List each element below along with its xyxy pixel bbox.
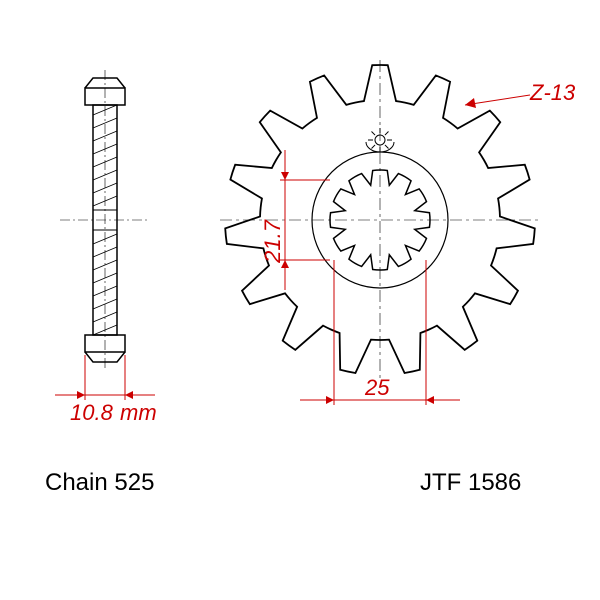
dim-bore-width-value: 25 [364, 375, 390, 400]
dim-bore-height-value: 21.7 [260, 219, 285, 264]
dimension-tooth-count: Z-13 [465, 80, 576, 108]
dimension-bore-width: 25 [300, 260, 460, 405]
diagram-container: 10.8 mm 21.7 25 Z-13 Chain 525 JTF 1586 [0, 0, 600, 600]
dim-tooth-label: Z-13 [529, 80, 576, 105]
dim-shaft-width-value: 10.8 [70, 400, 114, 425]
chain-spec-label: Chain 525 [45, 469, 154, 496]
technical-drawing: 10.8 mm 21.7 25 Z-13 Chain 525 JTF 1586 [0, 0, 600, 600]
side-view [60, 70, 150, 370]
part-number-label: JTF 1586 [420, 469, 521, 496]
dimension-shaft-width: 10.8 mm [55, 355, 157, 425]
dim-shaft-width-unit: mm [120, 400, 157, 425]
